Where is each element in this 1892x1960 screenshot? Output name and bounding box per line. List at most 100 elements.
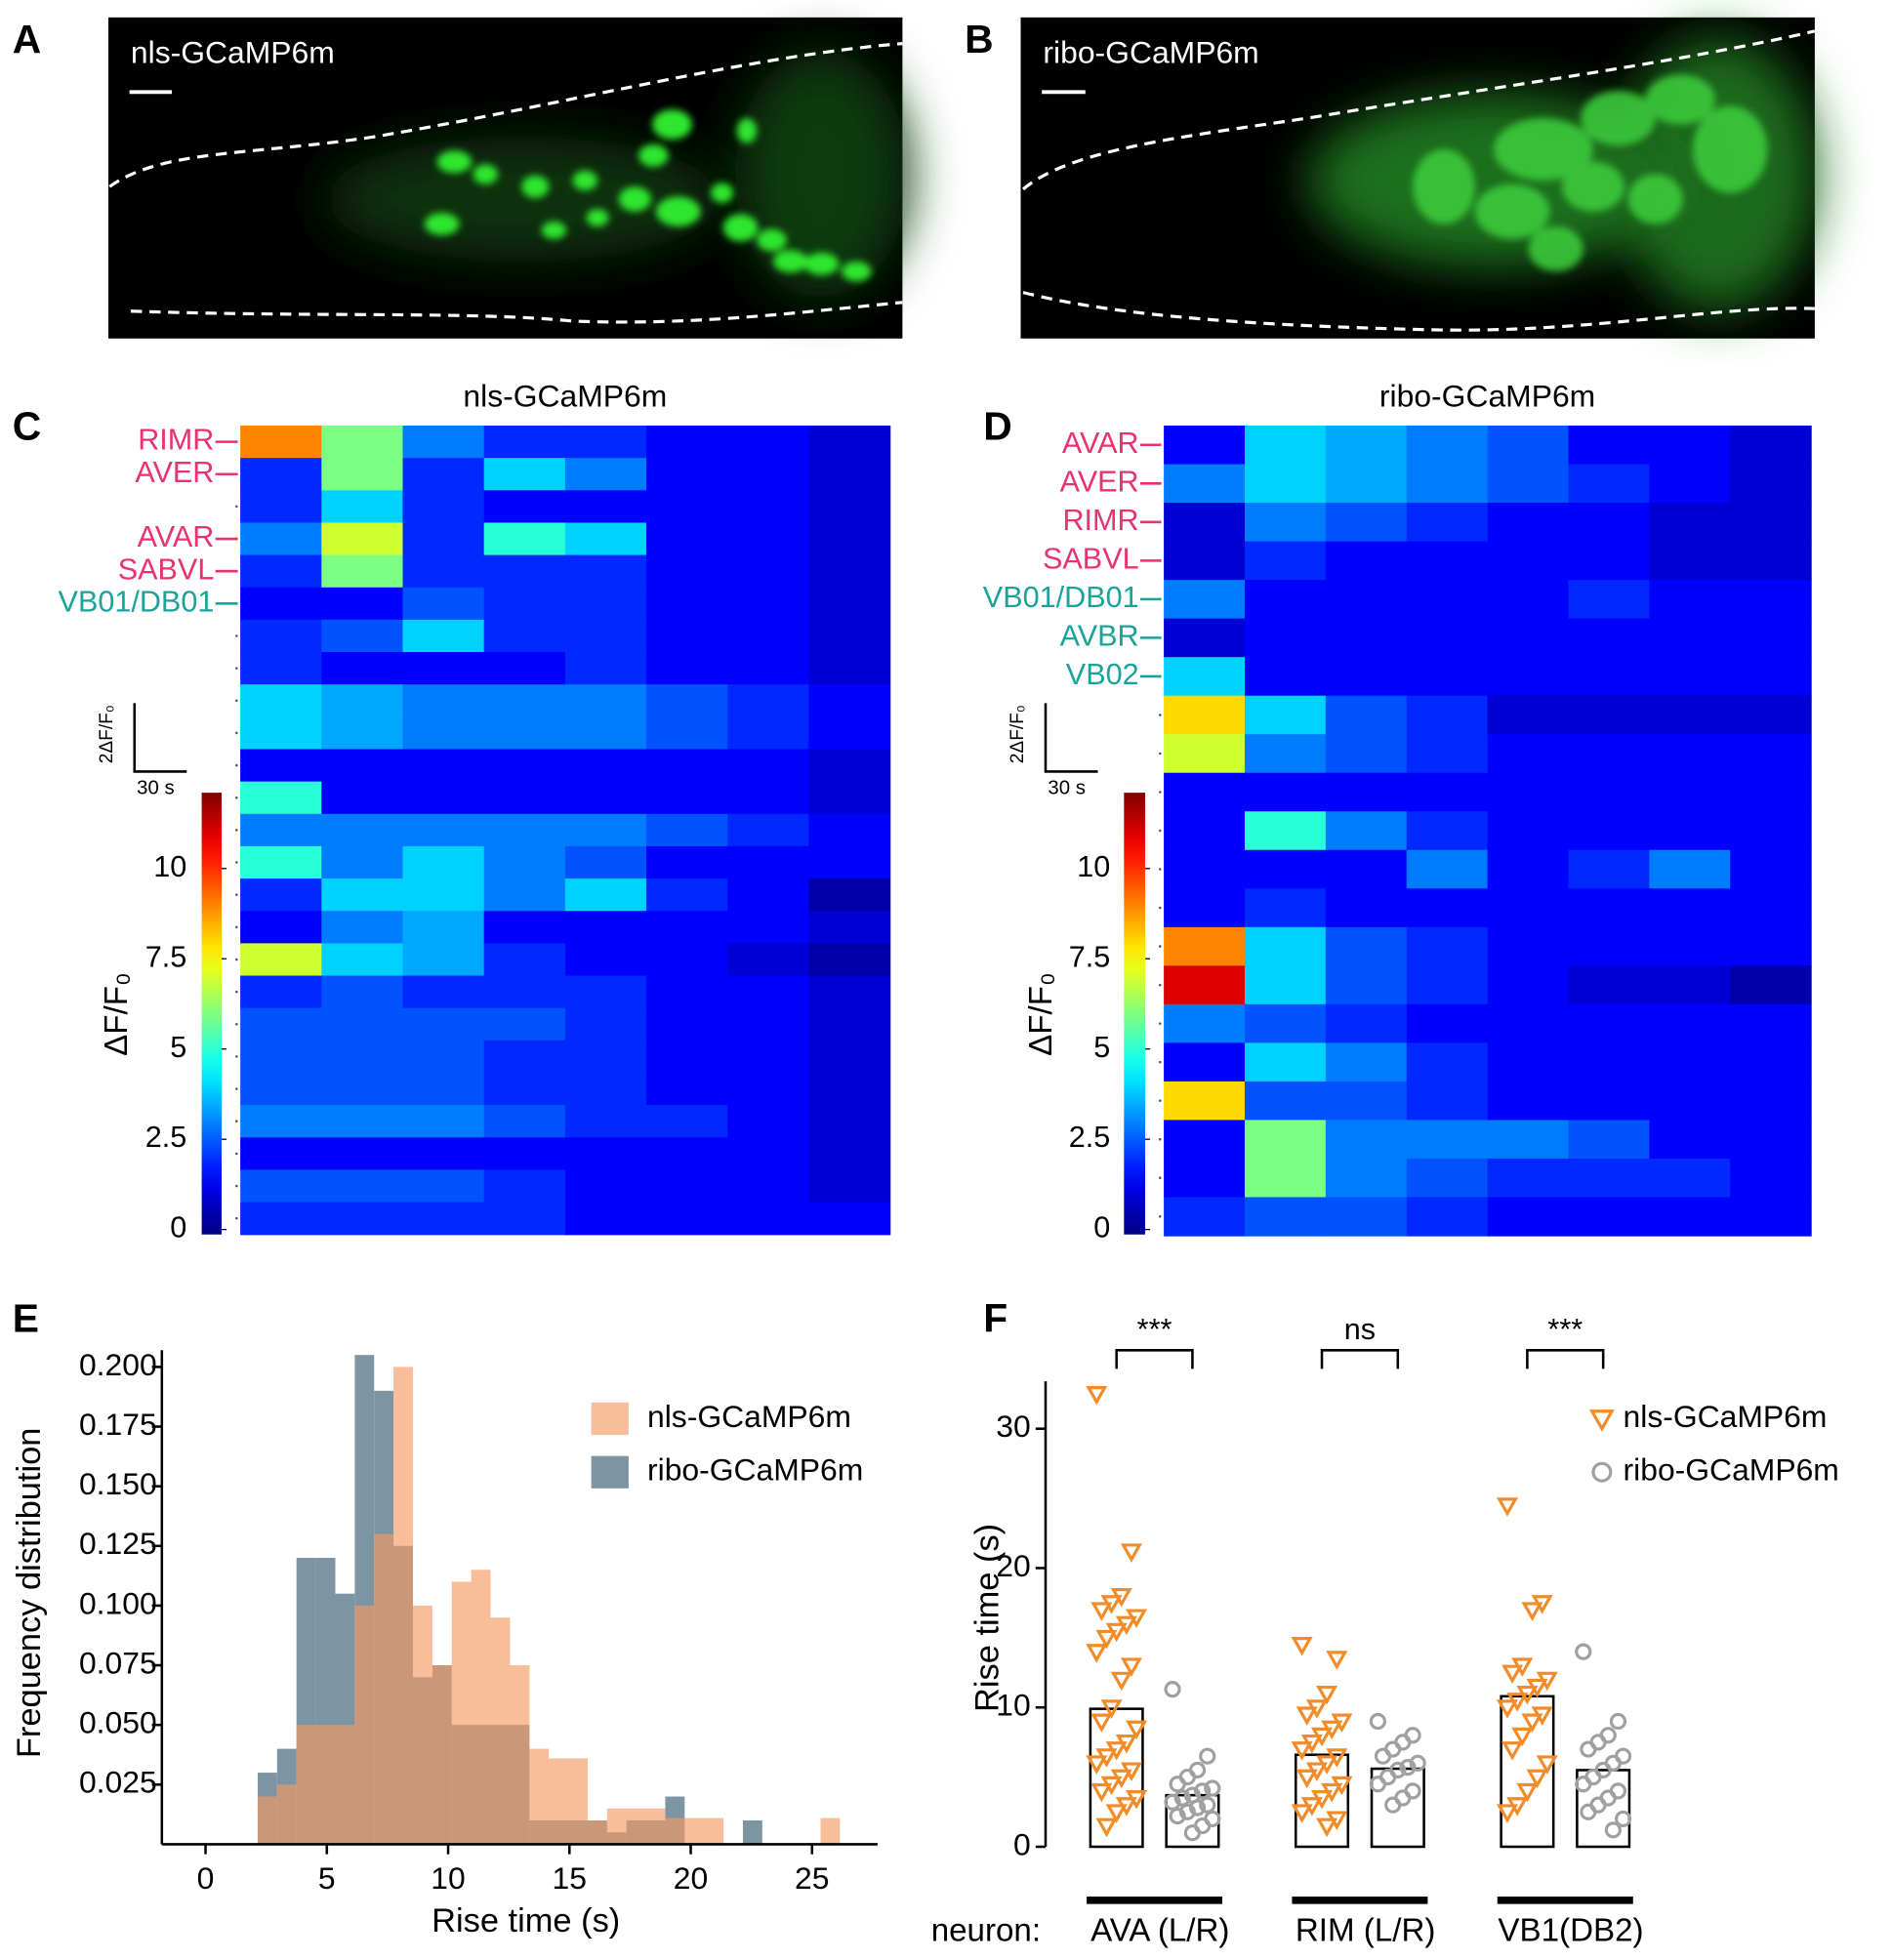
hist-bar	[820, 1817, 841, 1845]
heatmap-cell	[564, 1105, 647, 1138]
heatmap-cell	[727, 684, 810, 717]
heatmap-cell	[1325, 1120, 1408, 1160]
heatmap-cell	[1568, 1158, 1650, 1199]
significance-label: ***	[1137, 1313, 1172, 1346]
heatmap-cell	[1164, 695, 1246, 735]
heatmap-cell	[564, 587, 647, 621]
heatmap-cell	[1244, 965, 1327, 1005]
heatmap-cell	[1730, 464, 1812, 504]
y-tick-label: 0.100	[79, 1585, 157, 1620]
heatmap-cell	[646, 781, 728, 815]
heatmap-cell	[1164, 1003, 1246, 1044]
heatmap-cell	[1649, 1042, 1731, 1082]
heatmap-cell	[1244, 426, 1327, 466]
heatmap-cell	[564, 684, 647, 717]
hist-bar	[354, 1605, 375, 1845]
heatmap-cell	[646, 911, 728, 945]
data-point	[1296, 1769, 1318, 1789]
heatmap-cell	[1568, 888, 1650, 928]
legend-swatch	[591, 1455, 629, 1489]
heatmap-cell	[402, 522, 485, 556]
data-point	[1204, 1779, 1221, 1797]
heatmap-cell	[1568, 1081, 1650, 1122]
row-tick	[1159, 945, 1162, 948]
heatmap-cell	[1649, 1003, 1731, 1044]
hist-bar	[257, 1796, 277, 1845]
heatmap-cell	[1487, 657, 1570, 697]
row-label: VB01/DB01	[983, 581, 1139, 614]
mean-bar	[1500, 1695, 1555, 1849]
heatmap-title: nls-GCaMP6m	[463, 378, 667, 413]
heatmap-cell	[1164, 580, 1246, 620]
heatmap-cell	[1487, 1158, 1570, 1199]
row-label: SABVL	[118, 552, 215, 586]
heatmap-cell	[727, 1072, 810, 1106]
data-point	[1369, 1712, 1387, 1731]
heatmap-cell	[564, 943, 647, 977]
heatmap-cell	[646, 587, 728, 621]
heatmap-cell	[1406, 657, 1489, 697]
heatmap-cell	[402, 943, 485, 977]
scale-bar-y-label: 2ΔF/F₀	[97, 705, 117, 763]
heatmap-cell	[1568, 541, 1650, 581]
row-tick	[235, 1216, 238, 1220]
heatmap-cell	[727, 1137, 810, 1171]
hist-bar	[704, 1817, 724, 1845]
heatmap-cell	[402, 1040, 485, 1074]
row-tick	[1159, 1060, 1162, 1064]
heatmap-cell	[240, 878, 322, 912]
data-point	[1369, 1776, 1387, 1793]
data-point	[1511, 1727, 1534, 1747]
heatmap-cell	[808, 911, 891, 945]
heatmap-cell	[1487, 1197, 1570, 1237]
heatmap-cell	[727, 1105, 810, 1138]
heatmap-cell	[1649, 772, 1731, 812]
heatmap-cell	[1325, 1081, 1408, 1122]
y-axis-label: Frequency distribution	[11, 1428, 48, 1759]
heatmap-cell	[646, 490, 728, 524]
data-point	[1090, 1602, 1113, 1621]
heatmap-cell	[483, 684, 566, 717]
heatmap-cell	[727, 975, 810, 1009]
heatmap-cell	[402, 684, 485, 717]
data-point	[1399, 1759, 1417, 1776]
heatmap-cell	[564, 1169, 647, 1204]
heatmap-cell	[1649, 888, 1731, 928]
colorbar	[1124, 793, 1145, 1235]
significance-bracket	[1320, 1349, 1400, 1369]
heatmap-cell	[646, 426, 728, 459]
heatmap-cell	[321, 684, 404, 717]
scale-bar	[133, 703, 187, 773]
heatmap-cell	[1730, 926, 1812, 966]
heatmap-cell	[808, 458, 891, 491]
heatmap-cell	[564, 749, 647, 783]
data-point	[1090, 1782, 1113, 1803]
heatmap-cell	[808, 1137, 891, 1171]
y-tick-label: 0.150	[79, 1466, 157, 1501]
heatmap-cell	[402, 975, 485, 1009]
heatmap-cell	[1568, 811, 1650, 851]
data-point	[1173, 1789, 1191, 1807]
row-tick	[1159, 752, 1162, 755]
row-label: VB01/DB01	[59, 585, 215, 618]
heatmap-cell	[321, 1137, 404, 1171]
data-point	[1120, 1543, 1142, 1563]
heatmap-cell	[564, 652, 647, 685]
data-point	[1194, 1782, 1212, 1800]
heatmap-cell	[240, 426, 322, 459]
row-tick	[1159, 1099, 1162, 1102]
y-tick-label: 30	[996, 1409, 1030, 1444]
y-tick-label: 0.175	[79, 1407, 157, 1442]
heatmap-cell	[808, 845, 891, 879]
heatmap-cell	[240, 1040, 322, 1074]
row-tick	[1159, 829, 1162, 833]
heatmap-cell	[1568, 503, 1650, 543]
heatmap-cell	[808, 1202, 891, 1236]
heatmap-cell	[646, 1202, 728, 1236]
heatmap-cell	[646, 749, 728, 783]
heatmap-cell	[808, 878, 891, 912]
heatmap-cell	[483, 619, 566, 653]
heatmap-cell	[1487, 541, 1570, 581]
heatmap-cell	[240, 458, 322, 491]
heatmap-cell	[483, 1040, 566, 1074]
